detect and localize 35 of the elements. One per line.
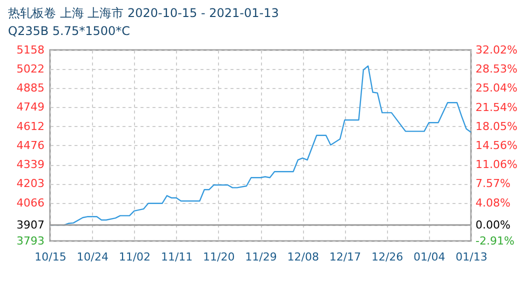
y-tick-label: 4612: [16, 120, 44, 133]
y2-tick-label: 25.04%: [476, 82, 518, 95]
x-tick-label: 12/08: [287, 250, 319, 264]
y2-tick-label: 32.02%: [476, 44, 518, 56]
y2-tick-label: 14.56%: [476, 138, 518, 152]
y-tick-label: 3793: [16, 234, 44, 248]
x-tick-label: 12/26: [371, 250, 404, 264]
x-tick-label: 11/11: [160, 250, 193, 264]
x-tick-label: 10/15: [34, 250, 66, 264]
chart-title: 热轧板卷 上海 上海市 2020-10-15 - 2021-01-13: [8, 6, 279, 20]
y-tick-label: 4066: [16, 196, 44, 210]
y-tick-label: 4749: [16, 100, 44, 114]
y2-tick-label: 7.57%: [476, 177, 510, 190]
y-tick-label: 5158: [16, 44, 44, 56]
x-tick-label: 12/17: [329, 250, 362, 264]
y2-tick-label: -2.91%: [476, 234, 514, 248]
x-tick-label: 11/02: [118, 250, 151, 264]
x-tick-label: 10/24: [76, 250, 108, 264]
x-tick-label: 11/29: [245, 250, 277, 264]
x-tick-label: 11/20: [203, 250, 235, 264]
y2-tick-label: 4.08%: [476, 196, 510, 210]
y-tick-label: 4476: [16, 138, 44, 152]
y-tick-label: 3907: [16, 218, 44, 232]
y-tick-label: 4339: [16, 158, 44, 172]
y2-tick-label: 18.05%: [476, 120, 518, 133]
x-tick-label: 01/04: [414, 250, 446, 264]
y2-tick-label: 0.00%: [476, 218, 510, 232]
y2-tick-label: 28.53%: [476, 62, 518, 76]
chart-subtitle: Q235B 5.75*1500*C: [8, 24, 130, 38]
y2-tick-label: 11.06%: [476, 158, 518, 172]
y-tick-label: 4885: [16, 82, 44, 95]
y2-tick-label: 21.54%: [476, 100, 518, 114]
y-tick-label: 5022: [16, 62, 44, 76]
y-tick-label: 4203: [16, 177, 44, 190]
x-tick-label: 01/13: [456, 250, 488, 264]
